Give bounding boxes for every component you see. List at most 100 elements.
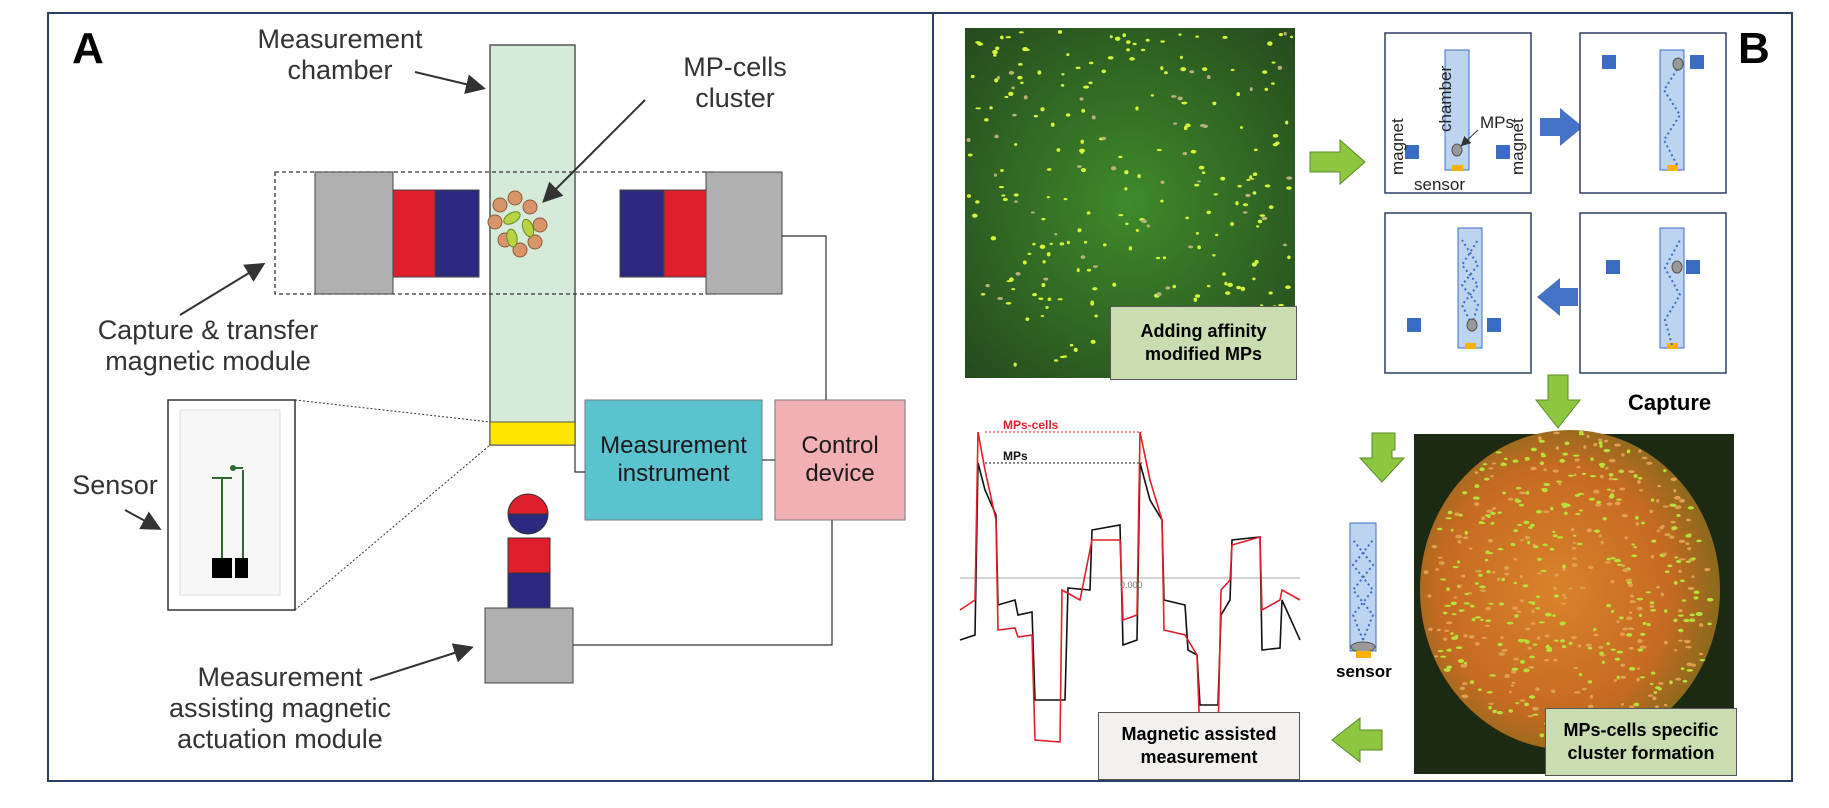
mp-particle	[1042, 260, 1046, 264]
cluster-particle	[1587, 704, 1594, 709]
cluster-particle	[1587, 565, 1594, 570]
cluster-particle	[1677, 614, 1684, 617]
cluster-particle	[1458, 584, 1463, 588]
cluster-particle	[1599, 444, 1603, 448]
cluster-particle	[1552, 658, 1558, 662]
mp-particle	[1092, 287, 1098, 291]
cluster-particle	[1637, 479, 1641, 484]
cluster-particle	[1524, 639, 1530, 644]
cluster-particle	[1663, 640, 1668, 645]
mp-particle	[1160, 40, 1166, 43]
cluster-particle	[1620, 663, 1626, 667]
cluster-particle	[1484, 514, 1491, 517]
cluster-particle	[1636, 677, 1640, 682]
mps-particles	[966, 30, 1294, 373]
cluster-particle	[1488, 467, 1494, 470]
mp-particle	[1214, 233, 1219, 237]
cluster-particle	[1576, 542, 1583, 546]
mp-particle	[1189, 70, 1195, 74]
magnetic-measurement-caption: Magnetic assisted measurement	[1098, 712, 1300, 780]
sensor-4	[1667, 343, 1678, 349]
mp-particle	[1126, 48, 1130, 52]
cluster-particle	[1474, 582, 1479, 585]
cluster-particle	[1545, 645, 1550, 649]
cluster-particle	[1689, 618, 1696, 622]
sensor-bottom-label: sensor	[1336, 662, 1392, 681]
magnet-1b	[1496, 145, 1510, 159]
cluster-particle	[1538, 621, 1546, 624]
cluster-particle	[1477, 688, 1482, 691]
cluster-particle	[1631, 543, 1635, 546]
cluster-particle	[1455, 534, 1463, 539]
cluster-particle	[1621, 564, 1625, 568]
mp-particle	[1267, 41, 1273, 46]
mp-particle	[1005, 301, 1012, 305]
cluster-particle	[1531, 609, 1535, 614]
mps-3	[1466, 318, 1478, 332]
cluster-particle	[1562, 564, 1566, 569]
mp-cells-cluster	[487, 190, 548, 258]
mp-particle	[1256, 225, 1260, 228]
mp-particle	[1285, 285, 1291, 290]
cluster-particle	[1443, 637, 1448, 641]
magnet-1a	[1405, 145, 1419, 159]
cluster-particle	[1618, 616, 1624, 620]
mp-particle	[1202, 67, 1208, 72]
mp-particle	[1118, 155, 1123, 159]
mp-particle	[1075, 66, 1081, 70]
cluster-particle	[1535, 687, 1540, 691]
cluster-particle	[1462, 536, 1469, 540]
mp-path-4	[1663, 239, 1682, 346]
sensor-arrow	[124, 509, 162, 530]
mp-particle	[995, 46, 1000, 51]
cluster-particle	[1479, 467, 1485, 472]
mp-particle	[998, 186, 1005, 189]
figure-border	[47, 12, 1793, 782]
mp-path-3b	[1460, 239, 1480, 326]
cluster-particle	[1622, 627, 1628, 631]
cluster-particle	[1440, 655, 1447, 658]
magnet-4b	[1686, 260, 1700, 274]
cluster-particle	[1640, 632, 1646, 636]
cluster-particle	[1529, 523, 1535, 527]
cluster-particle	[1532, 713, 1539, 716]
sensor-2	[1667, 165, 1678, 171]
mp-particle	[1252, 191, 1257, 195]
cluster-particle	[1530, 466, 1537, 471]
cluster-particle	[1606, 557, 1611, 561]
mp-particle	[1102, 243, 1107, 247]
mp-particle	[1118, 214, 1124, 217]
mp-particle	[1236, 92, 1241, 97]
mp-particle	[970, 74, 975, 79]
cluster-particle	[1624, 536, 1628, 540]
mp-particle	[1109, 35, 1113, 39]
cluster-particle	[1460, 663, 1468, 668]
cluster-particle	[1606, 642, 1611, 646]
mp-particle	[1000, 169, 1004, 172]
cluster-particle	[1532, 543, 1536, 546]
cluster-particle	[1670, 520, 1676, 524]
cluster-particle	[1636, 667, 1641, 670]
mp-particle	[1213, 193, 1219, 196]
left-magnet-red	[392, 189, 436, 278]
cluster-particle	[1536, 636, 1541, 640]
mp-particle	[977, 42, 984, 46]
cluster-particle	[1484, 558, 1489, 562]
cluster-particle	[1525, 627, 1531, 631]
cluster-particle	[1474, 471, 1479, 475]
cluster-particle	[1664, 533, 1671, 537]
cluster-particle	[1485, 550, 1490, 555]
mp-particle	[984, 118, 989, 122]
cluster-particle	[1671, 526, 1678, 530]
mp-particle	[1212, 253, 1216, 257]
cluster-particle	[1657, 687, 1662, 691]
cluster-particle	[1512, 459, 1519, 463]
cluster-particle	[1653, 691, 1658, 694]
cluster-particle	[1524, 456, 1530, 461]
cluster-particle	[1518, 503, 1524, 507]
mp-particle	[1060, 83, 1065, 87]
cluster-particle	[1490, 521, 1495, 525]
mp-particle	[1107, 56, 1114, 60]
cluster-particle	[1559, 621, 1565, 626]
cluster-particle	[1646, 623, 1651, 627]
